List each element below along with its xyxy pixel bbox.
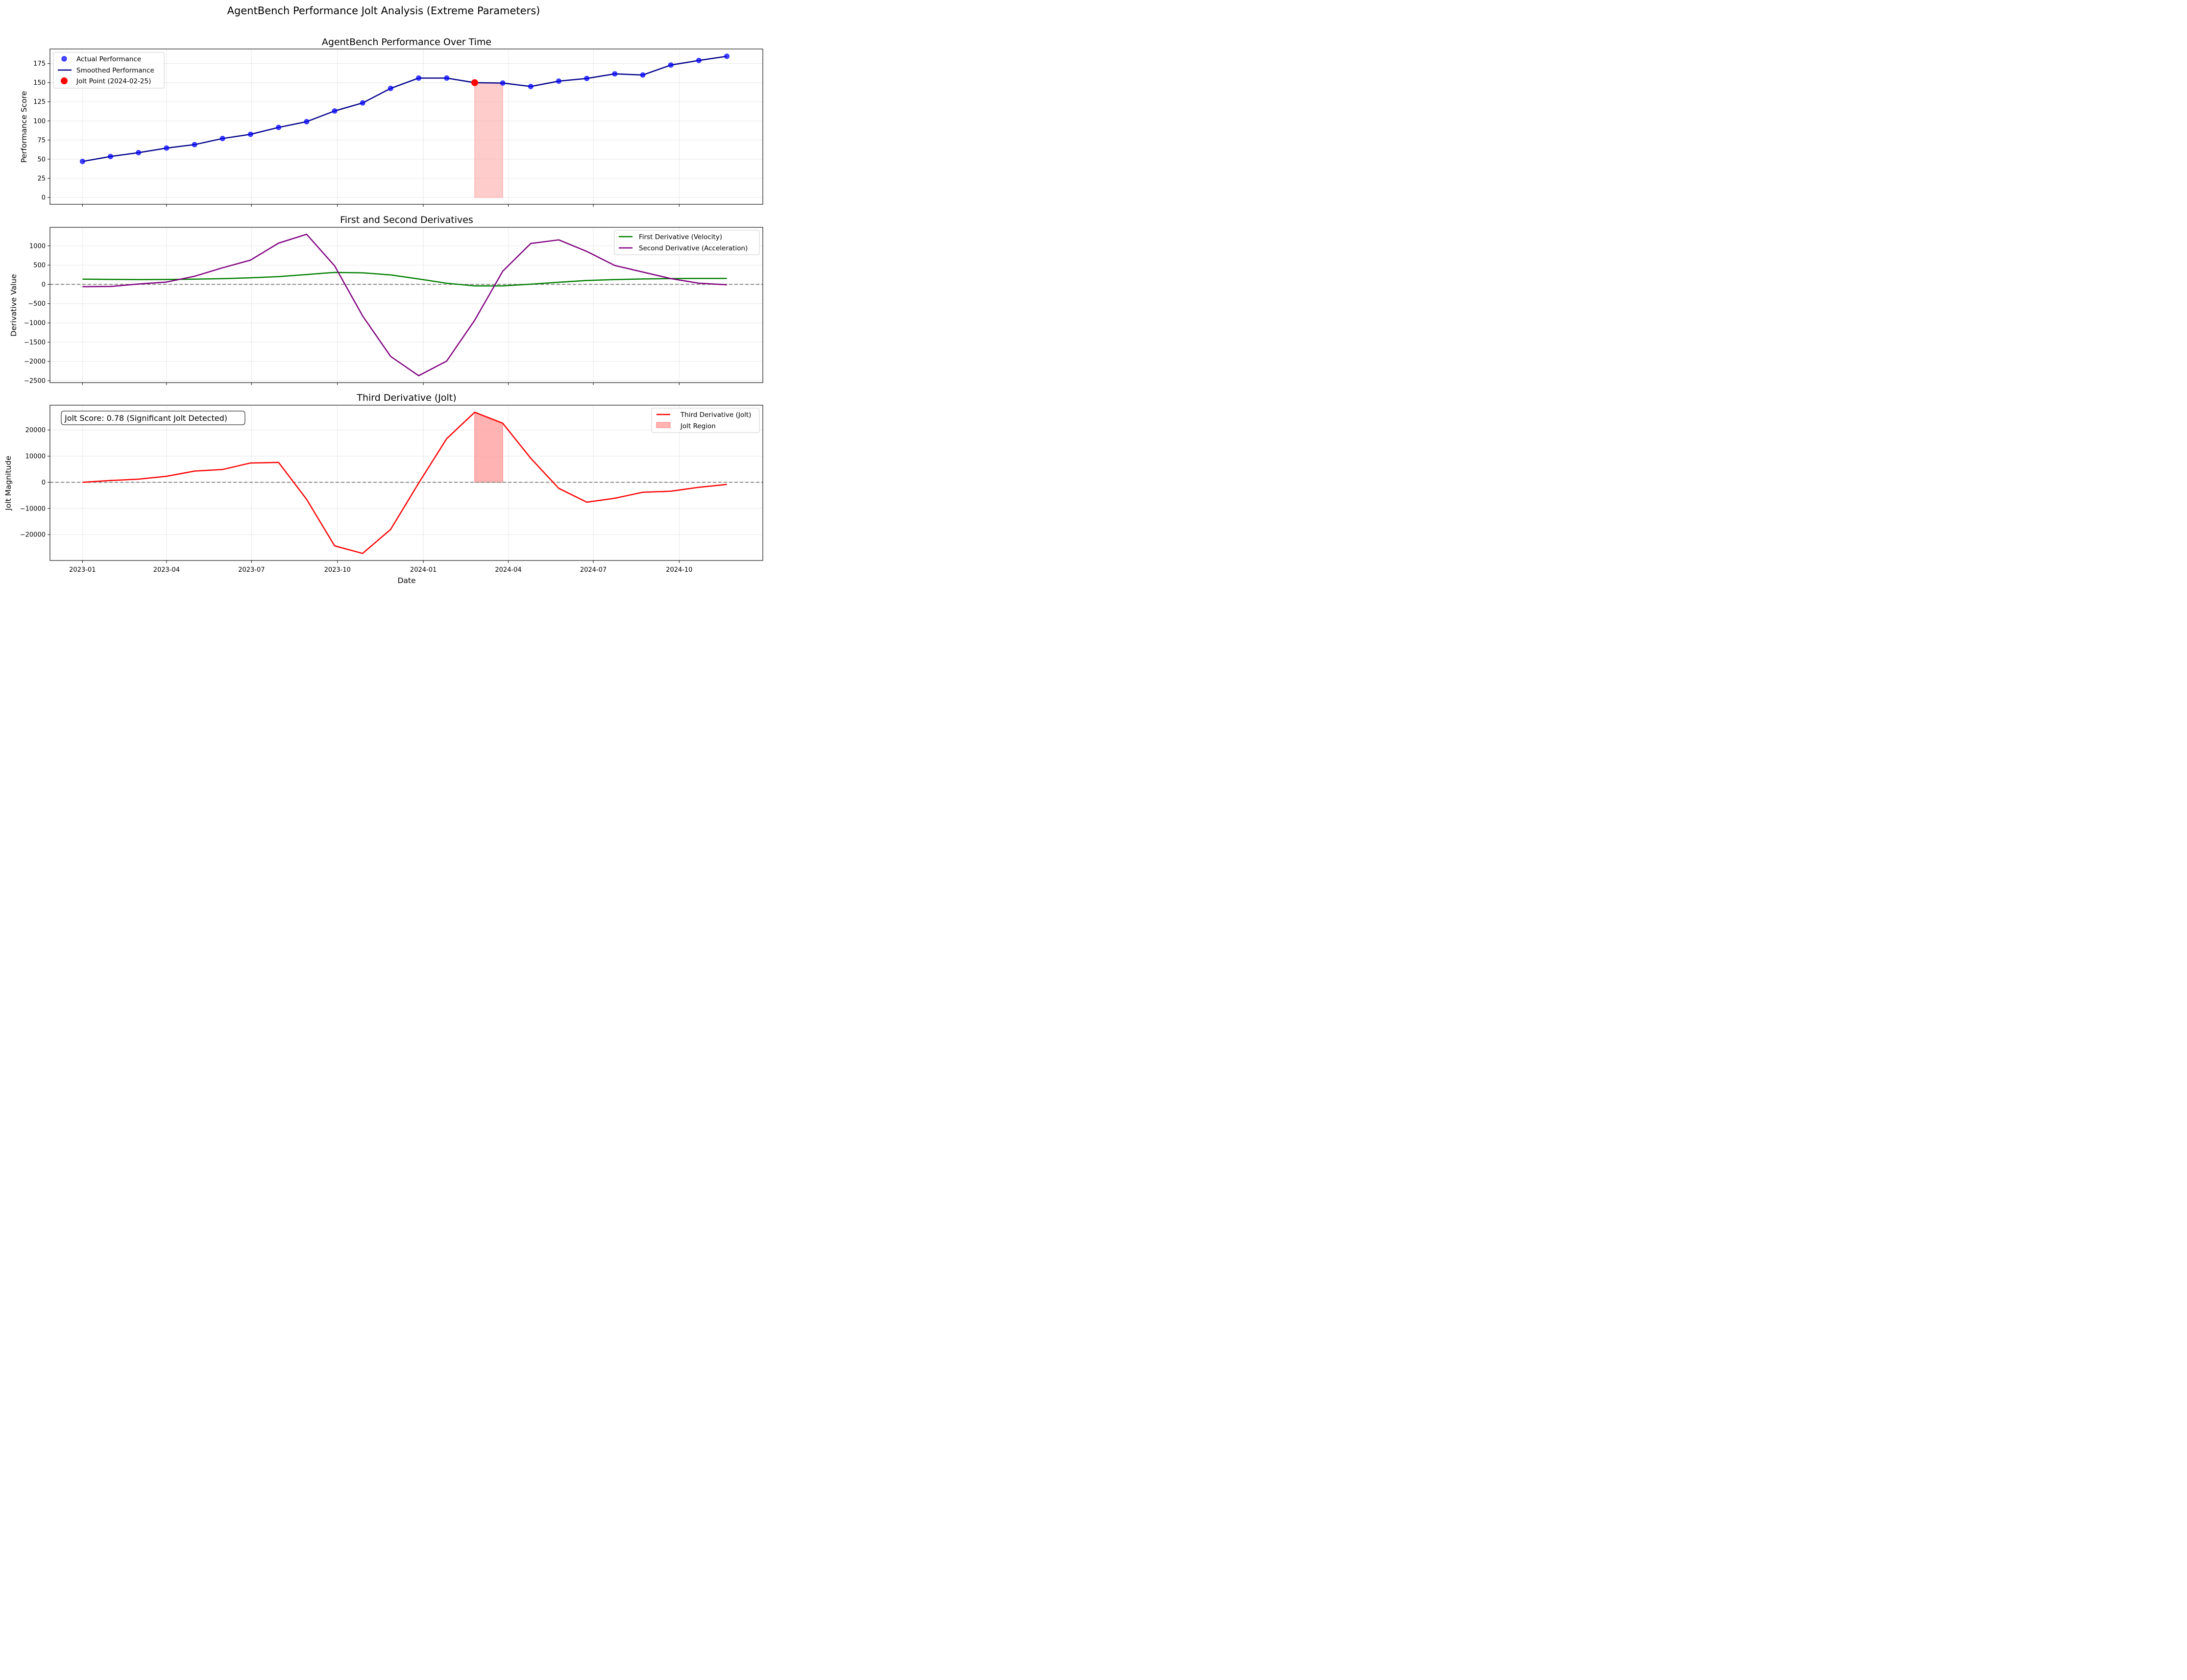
actual-performance-point xyxy=(500,80,506,86)
first-derivative-line xyxy=(82,271,727,287)
actual-performance-point xyxy=(80,159,85,164)
x-tick-label: 2024-07 xyxy=(580,566,607,574)
x-tick-label: 2023-04 xyxy=(153,566,180,574)
jolt-score-annotation: Jolt Score: 0.78 (Significant Jolt Detec… xyxy=(61,411,245,425)
y-tick-label: 0 xyxy=(42,479,46,487)
actual-performance-point xyxy=(444,75,450,81)
y-tick-label: 175 xyxy=(33,60,46,68)
legend-jolt-point-marker xyxy=(61,77,68,84)
actual-performance-point xyxy=(388,86,393,91)
legend-jolt-region-swatch xyxy=(656,422,671,428)
derivatives-panel-title: First and Second Derivatives xyxy=(340,215,473,225)
y-tick-label: 20000 xyxy=(25,427,46,434)
y-tick-label: 0 xyxy=(42,194,46,201)
jolt-panel: Third Derivative (Jolt) −20000 −10000 0 100… xyxy=(4,392,763,585)
x-tick-label: 2024-01 xyxy=(410,566,437,574)
legend-actual-marker xyxy=(61,56,67,62)
third-derivative-line xyxy=(82,412,727,554)
y-tick-label: 10000 xyxy=(25,453,46,461)
performance-panel: AgentBench Performance Over Time 0 25 50 75… xyxy=(20,37,763,207)
jolt-legend-box xyxy=(651,408,760,433)
actual-performance-point xyxy=(724,53,729,59)
derivatives-panel: First and Second Derivatives −2500 −2000 −… xyxy=(9,215,763,385)
derivatives-y-label: Derivative Value xyxy=(9,274,18,336)
jolt-panel-title: Third Derivative (Jolt) xyxy=(356,392,456,403)
derivatives-plot-frame xyxy=(49,227,763,383)
x-tick-label: 2023-10 xyxy=(324,566,351,574)
actual-performance-point xyxy=(248,131,253,137)
actual-performance-point xyxy=(528,84,534,89)
smoothed-performance-line xyxy=(82,55,727,162)
actual-performance-point xyxy=(332,108,338,114)
legend-velocity-label: First Derivative (Velocity) xyxy=(639,233,722,241)
y-tick-label: 150 xyxy=(33,79,46,87)
actual-performance-point xyxy=(416,75,421,81)
actual-performance-point xyxy=(164,145,170,151)
actual-performance-point xyxy=(360,100,365,106)
y-tick-label: 75 xyxy=(37,137,46,144)
legend-jolt-label: Third Derivative (Jolt) xyxy=(680,411,751,419)
x-tick-label: 2024-04 xyxy=(495,566,521,574)
actual-performance-point xyxy=(584,75,589,81)
jolt-shaded-region xyxy=(474,82,503,198)
legend-acceleration-label: Second Derivative (Acceleration) xyxy=(639,244,748,252)
performance-panel-title: AgentBench Performance Over Time xyxy=(322,37,491,48)
actual-performance-point xyxy=(640,72,646,78)
figure-title: AgentBench Performance Jolt Analysis (Ex… xyxy=(227,5,540,17)
x-tick-label: 2023-07 xyxy=(238,566,265,574)
y-tick-label: −1500 xyxy=(24,339,46,346)
derivatives-legend: First Derivative (Velocity) Second Deriv… xyxy=(614,230,760,255)
jolt-score-text: Jolt Score: 0.78 (Significant Jolt Detec… xyxy=(64,414,227,423)
y-tick-label: −2500 xyxy=(24,378,46,385)
x-axis-label: Date xyxy=(397,576,415,585)
y-tick-label: 0 xyxy=(42,281,46,289)
performance-y-label: Performance Score xyxy=(20,91,28,163)
y-tick-label: 100 xyxy=(33,118,46,125)
y-tick-label: 50 xyxy=(37,156,46,163)
jolt-region-fill xyxy=(474,412,503,483)
y-tick-label: 1000 xyxy=(29,243,46,250)
actual-performance-point xyxy=(696,58,702,63)
figure: AgentBench Performance Jolt Analysis (Ex… xyxy=(4,5,763,585)
legend-jolt-point-label: Jolt Point (2024-02-25) xyxy=(76,77,151,85)
actual-performance-point xyxy=(612,71,618,77)
performance-plot-frame xyxy=(49,49,763,205)
legend-smoothed-label: Smoothed Performance xyxy=(76,67,154,74)
y-tick-label: 125 xyxy=(33,98,46,106)
y-tick-label: −10000 xyxy=(20,505,46,512)
performance-legend: Actual Performance Smoothed Performance … xyxy=(53,52,165,89)
actual-performance-point xyxy=(276,124,281,130)
actual-performance-point xyxy=(668,62,674,68)
actual-performance-point xyxy=(108,154,113,159)
y-tick-label: −500 xyxy=(28,300,46,308)
y-tick-label: −2000 xyxy=(24,358,46,365)
jolt-point-marker xyxy=(471,79,478,86)
x-tick-label: 2024-10 xyxy=(666,566,692,574)
jolt-y-label: Jolt Magnitude xyxy=(4,456,13,511)
performance-legend-box xyxy=(53,52,165,89)
actual-performance-point xyxy=(219,136,225,142)
y-tick-label: 500 xyxy=(33,262,46,269)
actual-performance-point xyxy=(304,119,310,124)
actual-performance-point xyxy=(136,150,142,155)
second-derivative-line xyxy=(82,233,727,377)
jolt-plot-frame xyxy=(49,405,763,561)
derivatives-legend-box xyxy=(614,230,760,255)
jolt-score-box xyxy=(61,411,245,425)
actual-performance-point xyxy=(556,78,561,84)
y-tick-label: −20000 xyxy=(20,532,46,539)
legend-actual-label: Actual Performance xyxy=(76,55,141,63)
y-tick-label: −1000 xyxy=(24,320,46,327)
jolt-legend: Third Derivative (Jolt) Jolt Region xyxy=(651,408,760,433)
y-tick-label: 25 xyxy=(37,175,46,182)
x-tick-label: 2023-01 xyxy=(69,566,96,574)
legend-jolt-region-label: Jolt Region xyxy=(680,422,716,430)
actual-performance-point xyxy=(192,142,197,147)
